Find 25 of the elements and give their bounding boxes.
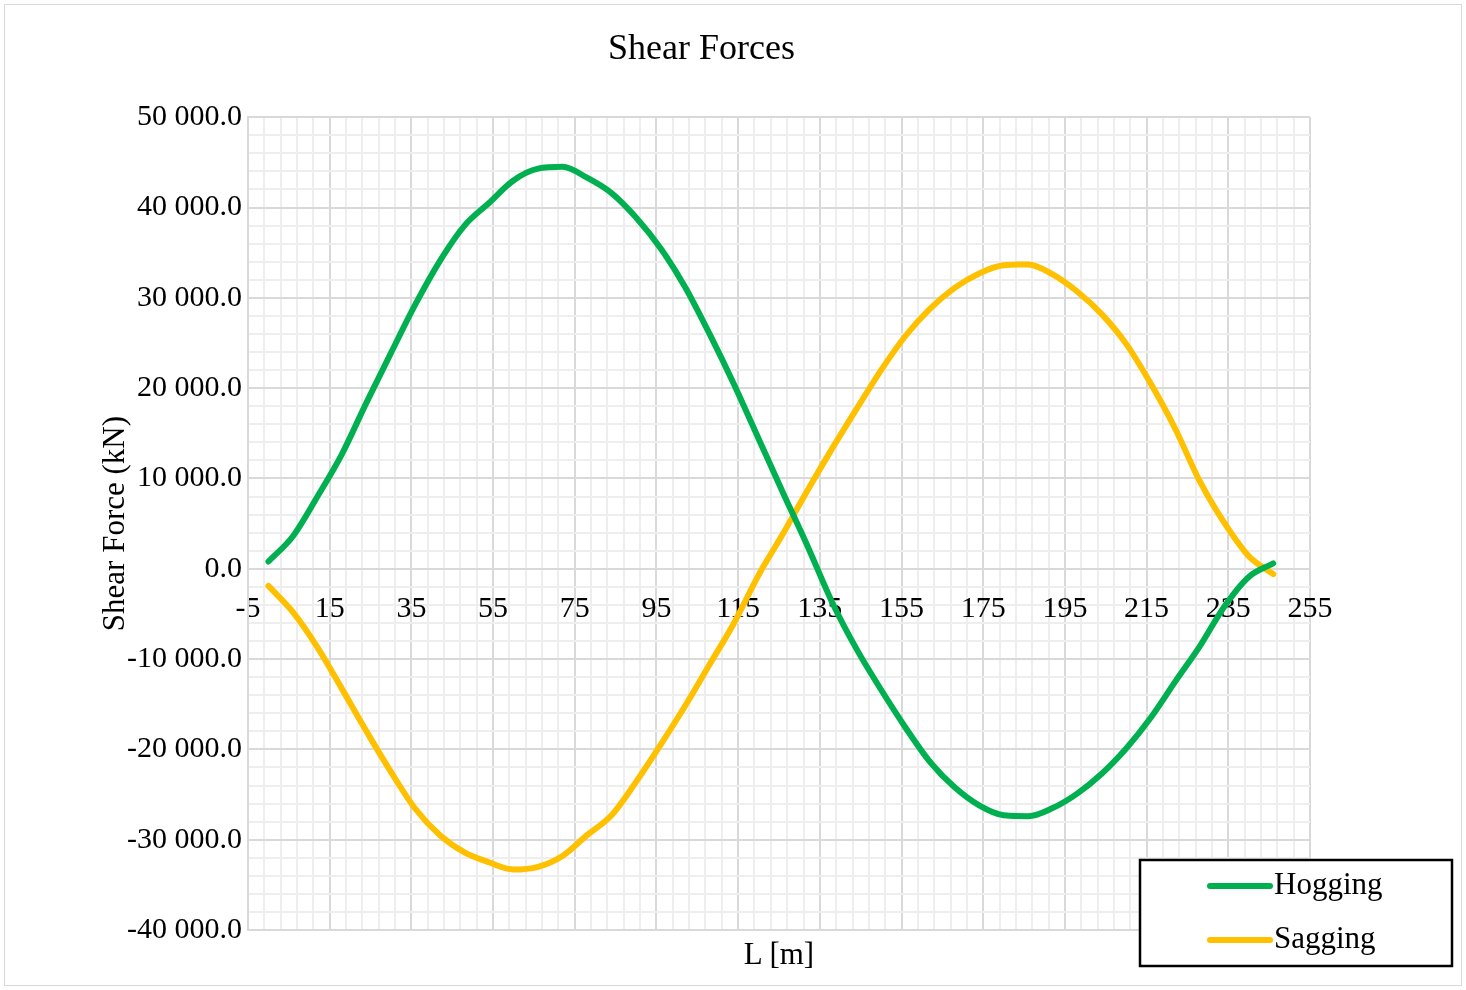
legend-label: Hogging — [1274, 866, 1383, 902]
y-tick-label: -10 000.0 — [127, 639, 242, 673]
y-tick-label: -20 000.0 — [127, 730, 242, 764]
x-tick-label: 155 — [879, 589, 925, 623]
x-tick-label: 15 — [314, 589, 345, 623]
x-tick-label: 215 — [1124, 589, 1170, 623]
y-tick-label: -40 000.0 — [127, 910, 242, 944]
x-tick-label: 175 — [960, 589, 1006, 623]
x-tick-label: 95 — [641, 589, 672, 623]
y-tick-label: 10 000.0 — [137, 459, 242, 493]
x-tick-label: 75 — [559, 589, 590, 623]
x-tick-label: 195 — [1042, 589, 1088, 623]
legend-label: Sagging — [1274, 920, 1376, 956]
y-axis-title: Shear Force (kN) — [95, 416, 131, 632]
y-tick-label: 50 000.0 — [137, 98, 242, 132]
y-tick-label: 20 000.0 — [137, 369, 242, 403]
x-tick-label: 255 — [1287, 589, 1333, 623]
y-tick-label: 0.0 — [204, 549, 242, 583]
y-tick-label: -30 000.0 — [127, 820, 242, 854]
y-tick-label: 40 000.0 — [137, 188, 242, 222]
y-tick-label: 30 000.0 — [137, 278, 242, 312]
chart-title: Shear Forces — [608, 27, 795, 68]
x-axis-title: L [m] — [743, 936, 815, 972]
x-tick-label: 35 — [396, 589, 427, 623]
x-tick-label: 55 — [478, 589, 509, 623]
